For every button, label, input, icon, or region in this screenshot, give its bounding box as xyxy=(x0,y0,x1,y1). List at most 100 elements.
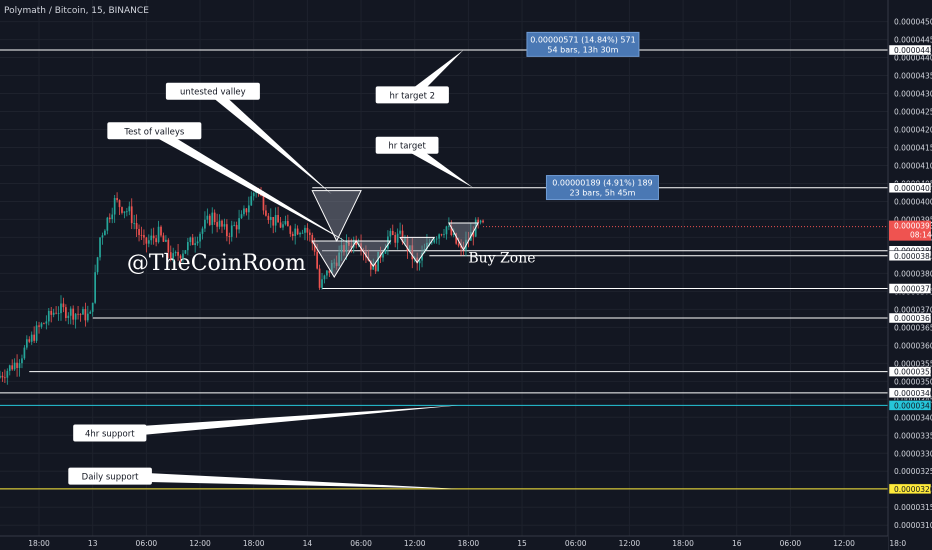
candle-body xyxy=(226,224,228,237)
candle-body xyxy=(360,243,362,250)
candle-body xyxy=(374,264,377,272)
price-level-tag xyxy=(888,182,932,194)
price-tick-label: 0.00003400 xyxy=(894,413,932,422)
candle-body xyxy=(33,334,36,341)
candle-body xyxy=(99,237,101,258)
callout-box xyxy=(165,82,260,100)
candle-body xyxy=(94,272,96,303)
candle-body xyxy=(126,211,128,213)
candle-body xyxy=(206,215,209,220)
candle-body xyxy=(316,251,318,269)
candle-body xyxy=(60,303,62,314)
candle-body xyxy=(274,215,277,226)
current-price-tag xyxy=(889,220,931,241)
price-tick-label: 0.00004250 xyxy=(894,108,932,117)
candle-body xyxy=(328,270,331,273)
candle-body xyxy=(355,239,358,246)
candle-body xyxy=(435,238,438,240)
candle-body xyxy=(196,241,199,244)
price-axis[interactable]: 0.00004500 0.00004450 0.00004400 0.00004350… xyxy=(887,0,932,550)
current-price-label: 0.00003930 xyxy=(894,222,932,231)
candle-body xyxy=(123,211,126,213)
candle-body xyxy=(55,312,57,314)
valley-triangle xyxy=(399,236,436,264)
candle-body xyxy=(204,219,206,229)
candlestick-series xyxy=(0,187,484,385)
time-tick-label: 15 xyxy=(517,539,527,548)
candle-body xyxy=(145,237,148,244)
price-tick-label: 0.00003350 xyxy=(894,431,932,440)
price-tick-label: 0.00003700 xyxy=(894,305,932,314)
candle-body xyxy=(147,240,150,244)
candle-body xyxy=(38,325,40,327)
candle-body xyxy=(462,247,465,250)
price-level-tag xyxy=(888,400,932,411)
candle-body xyxy=(133,223,136,224)
time-axis[interactable]: 18:00 13 06:00 12:00 18:00 14 06:00 12:00 18:00 1… xyxy=(0,535,906,550)
time-tick-label: 06:00 xyxy=(780,539,802,548)
chart-grid xyxy=(0,0,899,536)
candle-body xyxy=(306,227,309,233)
candle-body xyxy=(333,262,336,264)
callout-pointer xyxy=(209,87,332,195)
price-tick-label: 0.00004450 xyxy=(894,36,932,45)
candle-body xyxy=(186,242,189,251)
time-tick-label: 18:00 xyxy=(458,539,480,548)
annotations: untested valley Test of valleys hr target … xyxy=(68,50,474,489)
candle-body xyxy=(304,227,306,233)
price-tick-label: 0.00003650 xyxy=(894,323,932,332)
candle-body xyxy=(430,242,433,244)
candle-body xyxy=(389,230,392,237)
chart-title: Polymath / Bitcoin, 15, BINANCE xyxy=(4,6,149,16)
candle-body xyxy=(350,245,353,248)
candle-body xyxy=(318,268,321,288)
candle-body xyxy=(45,321,48,324)
callout-label: hr target 2 xyxy=(390,91,436,101)
price-level-tag-label: 0.00003758 xyxy=(894,285,932,294)
candle-body xyxy=(23,347,26,359)
candle-body xyxy=(394,235,397,243)
time-tick-label: 12:00 xyxy=(833,539,855,548)
callout-box xyxy=(375,136,439,154)
candle-body xyxy=(121,207,123,213)
candle-body xyxy=(18,363,21,369)
candle-body xyxy=(289,226,292,234)
candle-body xyxy=(223,224,226,227)
candle-body xyxy=(67,315,70,319)
candle-body xyxy=(8,365,11,371)
candle-body xyxy=(57,313,60,314)
candle-body xyxy=(406,237,409,251)
candle-body xyxy=(311,234,314,244)
valley-triangle xyxy=(448,222,479,252)
candle-body xyxy=(189,237,192,243)
candle-body xyxy=(416,257,419,264)
measure-box xyxy=(526,31,640,57)
candle-body xyxy=(69,308,72,316)
candle-body xyxy=(79,314,82,315)
candle-body xyxy=(182,253,184,259)
candle-body xyxy=(50,310,53,315)
candle-body xyxy=(408,245,411,251)
candle-body xyxy=(152,235,155,239)
price-level-tag xyxy=(888,483,932,495)
price-tick-label: 0.00003150 xyxy=(894,503,932,512)
candle-body xyxy=(443,234,445,236)
candle-body xyxy=(428,242,431,244)
candle-body xyxy=(460,245,462,248)
candle-body xyxy=(391,230,394,236)
price-level-tag xyxy=(888,250,932,262)
buy-zone-label: Buy Zone xyxy=(468,251,535,267)
candle-body xyxy=(321,279,323,288)
price-level-tag xyxy=(888,312,932,324)
price-level-tag-label: 0.00003468 xyxy=(894,389,932,398)
price-level-tag-label: 0.00003849 xyxy=(894,252,932,261)
candle-body xyxy=(52,312,55,315)
callout-pointer xyxy=(109,405,459,438)
price-level-tag xyxy=(888,44,932,56)
measure-box xyxy=(545,175,659,201)
valley-triangle xyxy=(355,240,392,268)
candle-body xyxy=(387,236,389,249)
candle-body xyxy=(89,311,92,314)
candle-body xyxy=(404,237,406,243)
